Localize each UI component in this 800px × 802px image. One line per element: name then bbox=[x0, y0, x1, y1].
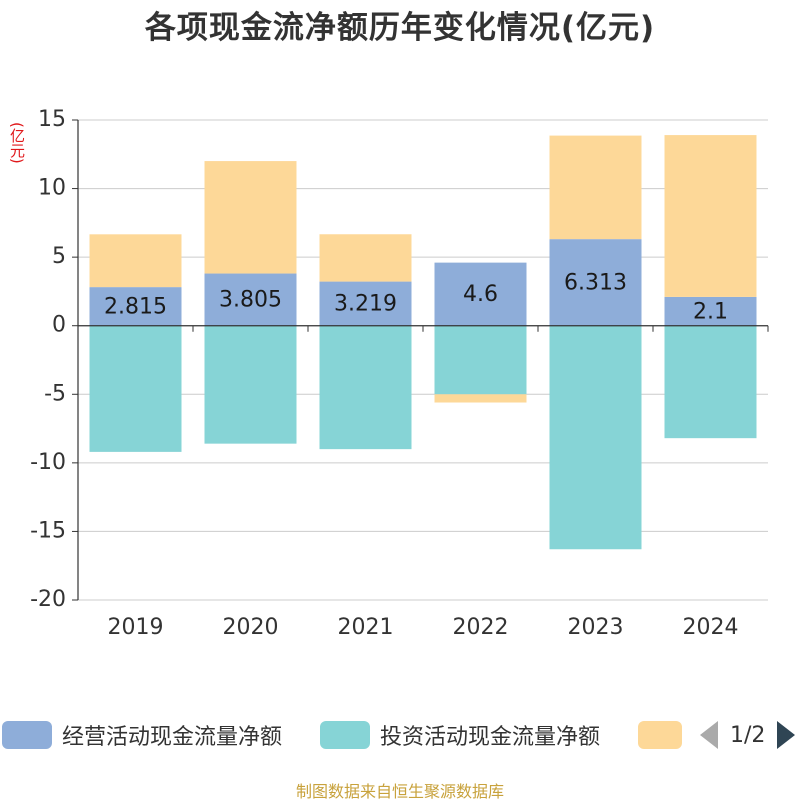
bar-2024-series-0[interactable] bbox=[664, 296, 757, 326]
legend-label-operating: 经营活动现金流量净额 bbox=[62, 725, 283, 750]
legend-swatch-investing bbox=[320, 721, 370, 749]
bar-2019-series-1[interactable] bbox=[89, 325, 182, 452]
bar-2023-series-2[interactable] bbox=[549, 135, 642, 240]
bar-value-label-2020: 3.805 bbox=[219, 288, 282, 313]
x-tick-label-2024: 2024 bbox=[683, 615, 739, 640]
x-tick-label-2021: 2021 bbox=[338, 615, 394, 640]
y-tick-label: 0 bbox=[52, 313, 66, 338]
legend-item-operating[interactable]: 经营活动现金流量净额 bbox=[2, 720, 282, 750]
y-tick-label: -5 bbox=[44, 381, 66, 406]
x-tick-label-2023: 2023 bbox=[568, 615, 624, 640]
bar-value-label-2021: 3.219 bbox=[334, 292, 397, 317]
y-tick-label: -15 bbox=[30, 518, 66, 543]
y-tick-label: -10 bbox=[30, 450, 66, 475]
bar-value-label-2023: 6.313 bbox=[564, 270, 627, 295]
bar-2022-series-0[interactable] bbox=[434, 262, 527, 326]
chart-title: 各项现金流净额历年变化情况(亿元) bbox=[144, 10, 656, 46]
x-tick-label-2022: 2022 bbox=[453, 615, 509, 640]
x-tick-label-2019: 2019 bbox=[108, 615, 164, 640]
chevron-right-icon[interactable] bbox=[777, 721, 796, 749]
x-tick-label-2020: 2020 bbox=[223, 615, 279, 640]
bar-2020-series-1[interactable] bbox=[204, 325, 297, 444]
bar-2021-series-1[interactable] bbox=[319, 325, 412, 450]
y-tick-label: 15 bbox=[38, 107, 66, 132]
bar-2022-series-2[interactable] bbox=[434, 394, 527, 403]
y-axis-unit-label: (亿元) bbox=[8, 122, 26, 164]
legend-swatch-operating bbox=[2, 721, 52, 749]
data-labels: 2.815 3.805 3.219 4.6 6.313 2.1 bbox=[104, 270, 728, 324]
y-tick-label: -20 bbox=[30, 587, 66, 612]
y-tick-label: 10 bbox=[38, 176, 66, 201]
chart-plot: 15 10 5 0 -5 -10 -15 -20 2019 2020 2021 2022 2023 202… bbox=[30, 107, 769, 640]
bar-2021-series-2[interactable] bbox=[319, 234, 412, 282]
bar-2019-series-0[interactable] bbox=[89, 287, 182, 326]
source-note: 制图数据来自恒生聚源数据库 bbox=[295, 782, 504, 801]
bar-2019-series-2[interactable] bbox=[89, 234, 182, 288]
bar-2021-series-0[interactable] bbox=[319, 281, 412, 326]
grid-lines bbox=[78, 119, 768, 601]
bar-2020-series-2[interactable] bbox=[204, 161, 297, 274]
legend-swatch-third bbox=[638, 721, 682, 749]
y-tick-label: 5 bbox=[52, 244, 66, 269]
legend-page-indicator: 1/2 bbox=[730, 722, 766, 748]
chevron-left-icon[interactable] bbox=[700, 721, 718, 749]
legend-pager: 1/2 bbox=[700, 718, 796, 752]
bar-value-label-2022: 4.6 bbox=[463, 282, 498, 307]
legend: 经营活动现金流量净额 投资活动现金流量净额 1/2 bbox=[0, 716, 800, 752]
bars bbox=[89, 135, 757, 550]
bar-value-label-2019: 2.815 bbox=[104, 294, 167, 319]
legend-label-investing: 投资活动现金流量净额 bbox=[380, 725, 601, 750]
bar-value-label-2024: 2.1 bbox=[693, 299, 728, 324]
legend-item-investing[interactable]: 投资活动现金流量净额 bbox=[320, 720, 600, 750]
bar-2020-series-0[interactable] bbox=[204, 273, 297, 326]
bar-2023-series-1[interactable] bbox=[549, 325, 642, 550]
axes: 15 10 5 0 -5 -10 -15 -20 2019 2020 2021 2022 2023 202… bbox=[30, 107, 769, 640]
legend-item-third[interactable] bbox=[638, 720, 692, 750]
bar-2022-series-1[interactable] bbox=[434, 325, 527, 395]
bar-2023-series-0[interactable] bbox=[549, 239, 642, 326]
bar-2024-series-1[interactable] bbox=[664, 325, 757, 439]
bar-2024-series-2[interactable] bbox=[664, 135, 757, 297]
